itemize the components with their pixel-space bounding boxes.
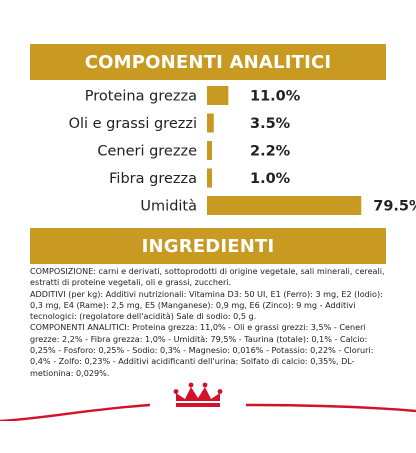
bar-umidita	[207, 196, 362, 215]
additives-paragraph: ADDITIVI (per kg): Additivi nutrizionali…	[30, 288, 383, 322]
value-label-oli-e-grassi-grezzi: 3.5%	[250, 116, 291, 132]
category-label-oli-e-grassi-grezzi: Oli e grassi grezzi	[69, 116, 197, 132]
bar-oli-e-grassi-grezzi	[207, 113, 214, 133]
bar-fibra-grezza	[207, 168, 212, 188]
crown-logo-icon	[173, 382, 223, 407]
bar-proteina-grezza	[207, 86, 229, 105]
bar-ceneri-grezze	[207, 141, 212, 160]
ingredients-banner: INGREDIENTI	[30, 228, 386, 264]
category-label-proteina-grezza: Proteina grezza	[85, 89, 197, 105]
brand-swoosh-right	[245, 403, 416, 413]
value-label-proteina-grezza: 11.0%	[250, 89, 301, 105]
category-label-fibra-grezza: Fibra grezza	[109, 171, 197, 187]
value-label-ceneri-grezze: 2.2%	[250, 144, 291, 160]
brand-swoosh-line	[0, 382, 416, 421]
components-banner: COMPONENTI ANALITICI	[30, 44, 386, 80]
ingredients-text: COMPOSIZIONE: carni e derivati, sottopro…	[30, 266, 386, 379]
value-label-umidita: 79.5%	[373, 199, 416, 215]
composition-paragraph: COMPOSIZIONE: carni e derivati, sottopro…	[30, 266, 385, 288]
components-title: COMPONENTI ANALITICI	[84, 51, 332, 73]
analytical-components-paragraph: COMPONENTI ANALITICI: Proteina grezza: 1…	[30, 322, 374, 378]
brand-swoosh-left	[0, 403, 151, 421]
value-label-fibra-grezza: 1.0%	[250, 171, 291, 187]
nutrient-bar-chart: Proteina grezza 11.0% Oli e grassi grezzi 3…	[69, 86, 416, 215]
category-label-ceneri-grezze: Ceneri grezze	[97, 144, 197, 160]
ingredients-title: INGREDIENTI	[141, 235, 275, 257]
category-label-umidita: Umidità	[140, 199, 197, 215]
